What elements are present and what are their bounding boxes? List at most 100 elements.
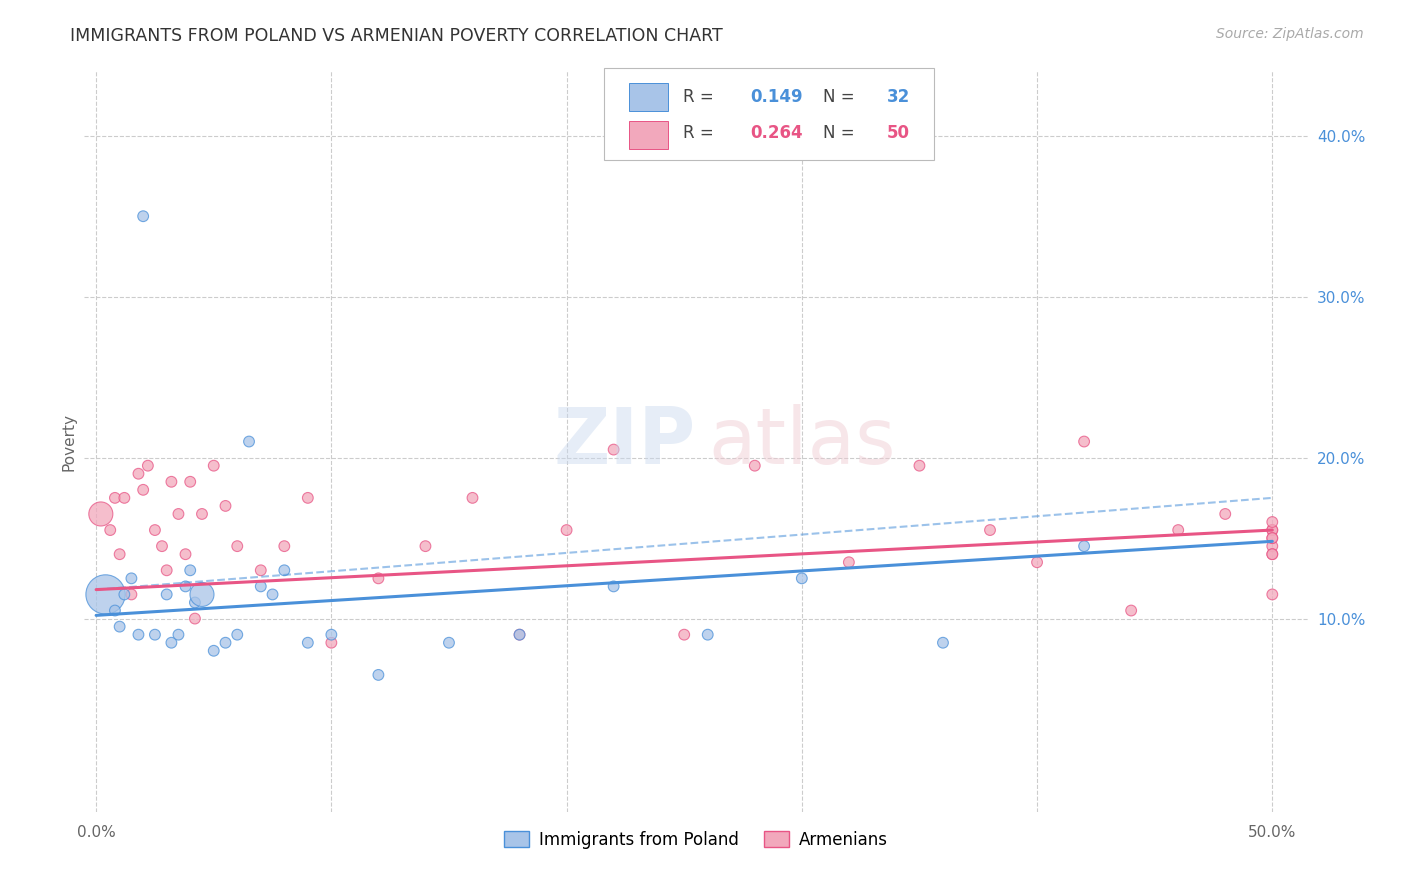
Point (273, 539, 295, 553)
Point (509, 628, 531, 642)
Point (112, 491, 135, 505)
Point (1121, 603, 1143, 617)
Text: 0.149: 0.149 (749, 88, 803, 106)
Point (932, 636, 955, 650)
Point (167, 507, 190, 521)
Point (98, 523, 121, 537)
Point (602, 442, 624, 457)
Point (112, 587, 135, 601)
Point (104, 603, 127, 617)
Point (262, 587, 284, 601)
Point (136, 458, 159, 473)
Point (415, 539, 437, 553)
Point (367, 571, 389, 585)
Point (150, 539, 173, 553)
Point (214, 636, 236, 650)
Text: N =: N = (823, 124, 860, 142)
Point (174, 579, 197, 593)
Point (191, 507, 214, 521)
Point (509, 628, 531, 642)
Text: 50: 50 (887, 124, 910, 142)
Text: R =: R = (682, 88, 718, 106)
Text: 0.264: 0.264 (749, 124, 803, 142)
Point (226, 628, 249, 642)
Point (321, 628, 343, 642)
Point (132, 483, 155, 497)
Text: N =: N = (823, 88, 860, 106)
Point (167, 628, 190, 642)
Point (1261, 587, 1284, 601)
Point (179, 475, 201, 489)
Point (94, 587, 117, 601)
Point (202, 458, 225, 473)
Point (1261, 539, 1284, 553)
Point (108, 619, 131, 633)
Point (214, 499, 236, 513)
Point (120, 587, 142, 601)
Point (249, 563, 271, 577)
Text: 0.0%: 0.0% (77, 824, 115, 839)
Point (1261, 523, 1284, 537)
Point (104, 491, 127, 505)
Point (1261, 515, 1284, 529)
Text: R =: R = (682, 124, 718, 142)
Point (602, 579, 624, 593)
Point (127, 467, 149, 481)
Point (297, 491, 319, 505)
Point (1213, 507, 1236, 521)
Bar (628, 121, 668, 149)
Point (160, 475, 183, 489)
Point (249, 579, 271, 593)
Point (979, 523, 1001, 537)
Text: ZIP: ZIP (554, 403, 696, 480)
Point (143, 628, 166, 642)
Bar (628, 83, 668, 111)
Point (1261, 531, 1284, 545)
Point (143, 523, 166, 537)
Point (367, 668, 389, 682)
Point (744, 458, 766, 473)
Text: 32: 32 (887, 88, 910, 106)
Point (437, 636, 460, 650)
Point (184, 611, 207, 625)
Point (1261, 523, 1284, 537)
Point (132, 209, 155, 223)
Point (179, 563, 201, 577)
Point (321, 636, 343, 650)
Point (1261, 531, 1284, 545)
Point (191, 587, 214, 601)
Point (90, 507, 112, 521)
Point (202, 644, 225, 658)
Point (790, 571, 813, 585)
Point (238, 434, 260, 449)
Point (184, 595, 207, 609)
Point (696, 628, 718, 642)
Point (1073, 539, 1095, 553)
Point (226, 539, 249, 553)
Text: 50.0%: 50.0% (1249, 824, 1296, 839)
Legend: Immigrants from Poland, Armenians: Immigrants from Poland, Armenians (498, 824, 894, 855)
FancyBboxPatch shape (605, 68, 935, 161)
Point (1167, 523, 1189, 537)
Point (297, 636, 319, 650)
Point (273, 563, 295, 577)
Point (108, 547, 131, 561)
Point (1261, 547, 1284, 561)
Point (908, 458, 931, 473)
Point (160, 636, 183, 650)
Text: IMMIGRANTS FROM POLAND VS ARMENIAN POVERTY CORRELATION CHART: IMMIGRANTS FROM POLAND VS ARMENIAN POVER… (70, 27, 723, 45)
Y-axis label: Poverty: Poverty (60, 412, 76, 471)
Point (1026, 555, 1049, 569)
Point (555, 523, 578, 537)
Point (1261, 547, 1284, 561)
Point (174, 547, 197, 561)
Point (461, 491, 484, 505)
Point (127, 628, 149, 642)
Point (156, 587, 179, 601)
Point (1073, 434, 1095, 449)
Text: atlas: atlas (709, 403, 896, 480)
Point (838, 555, 860, 569)
Point (156, 563, 179, 577)
Point (120, 571, 142, 585)
Text: Source: ZipAtlas.com: Source: ZipAtlas.com (1216, 27, 1364, 41)
